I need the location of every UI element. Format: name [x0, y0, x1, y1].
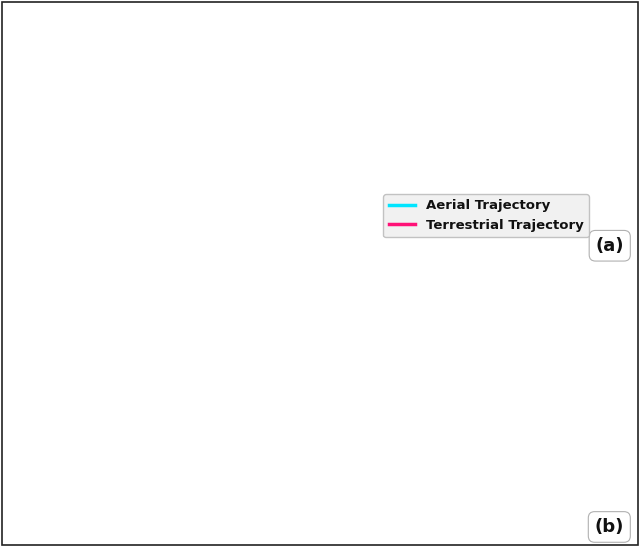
Legend: Aerial Trajectory, Terrestrial Trajectory: Aerial Trajectory, Terrestrial Trajector… [383, 194, 589, 237]
Text: (b): (b) [595, 518, 624, 536]
Text: (a): (a) [595, 237, 624, 255]
